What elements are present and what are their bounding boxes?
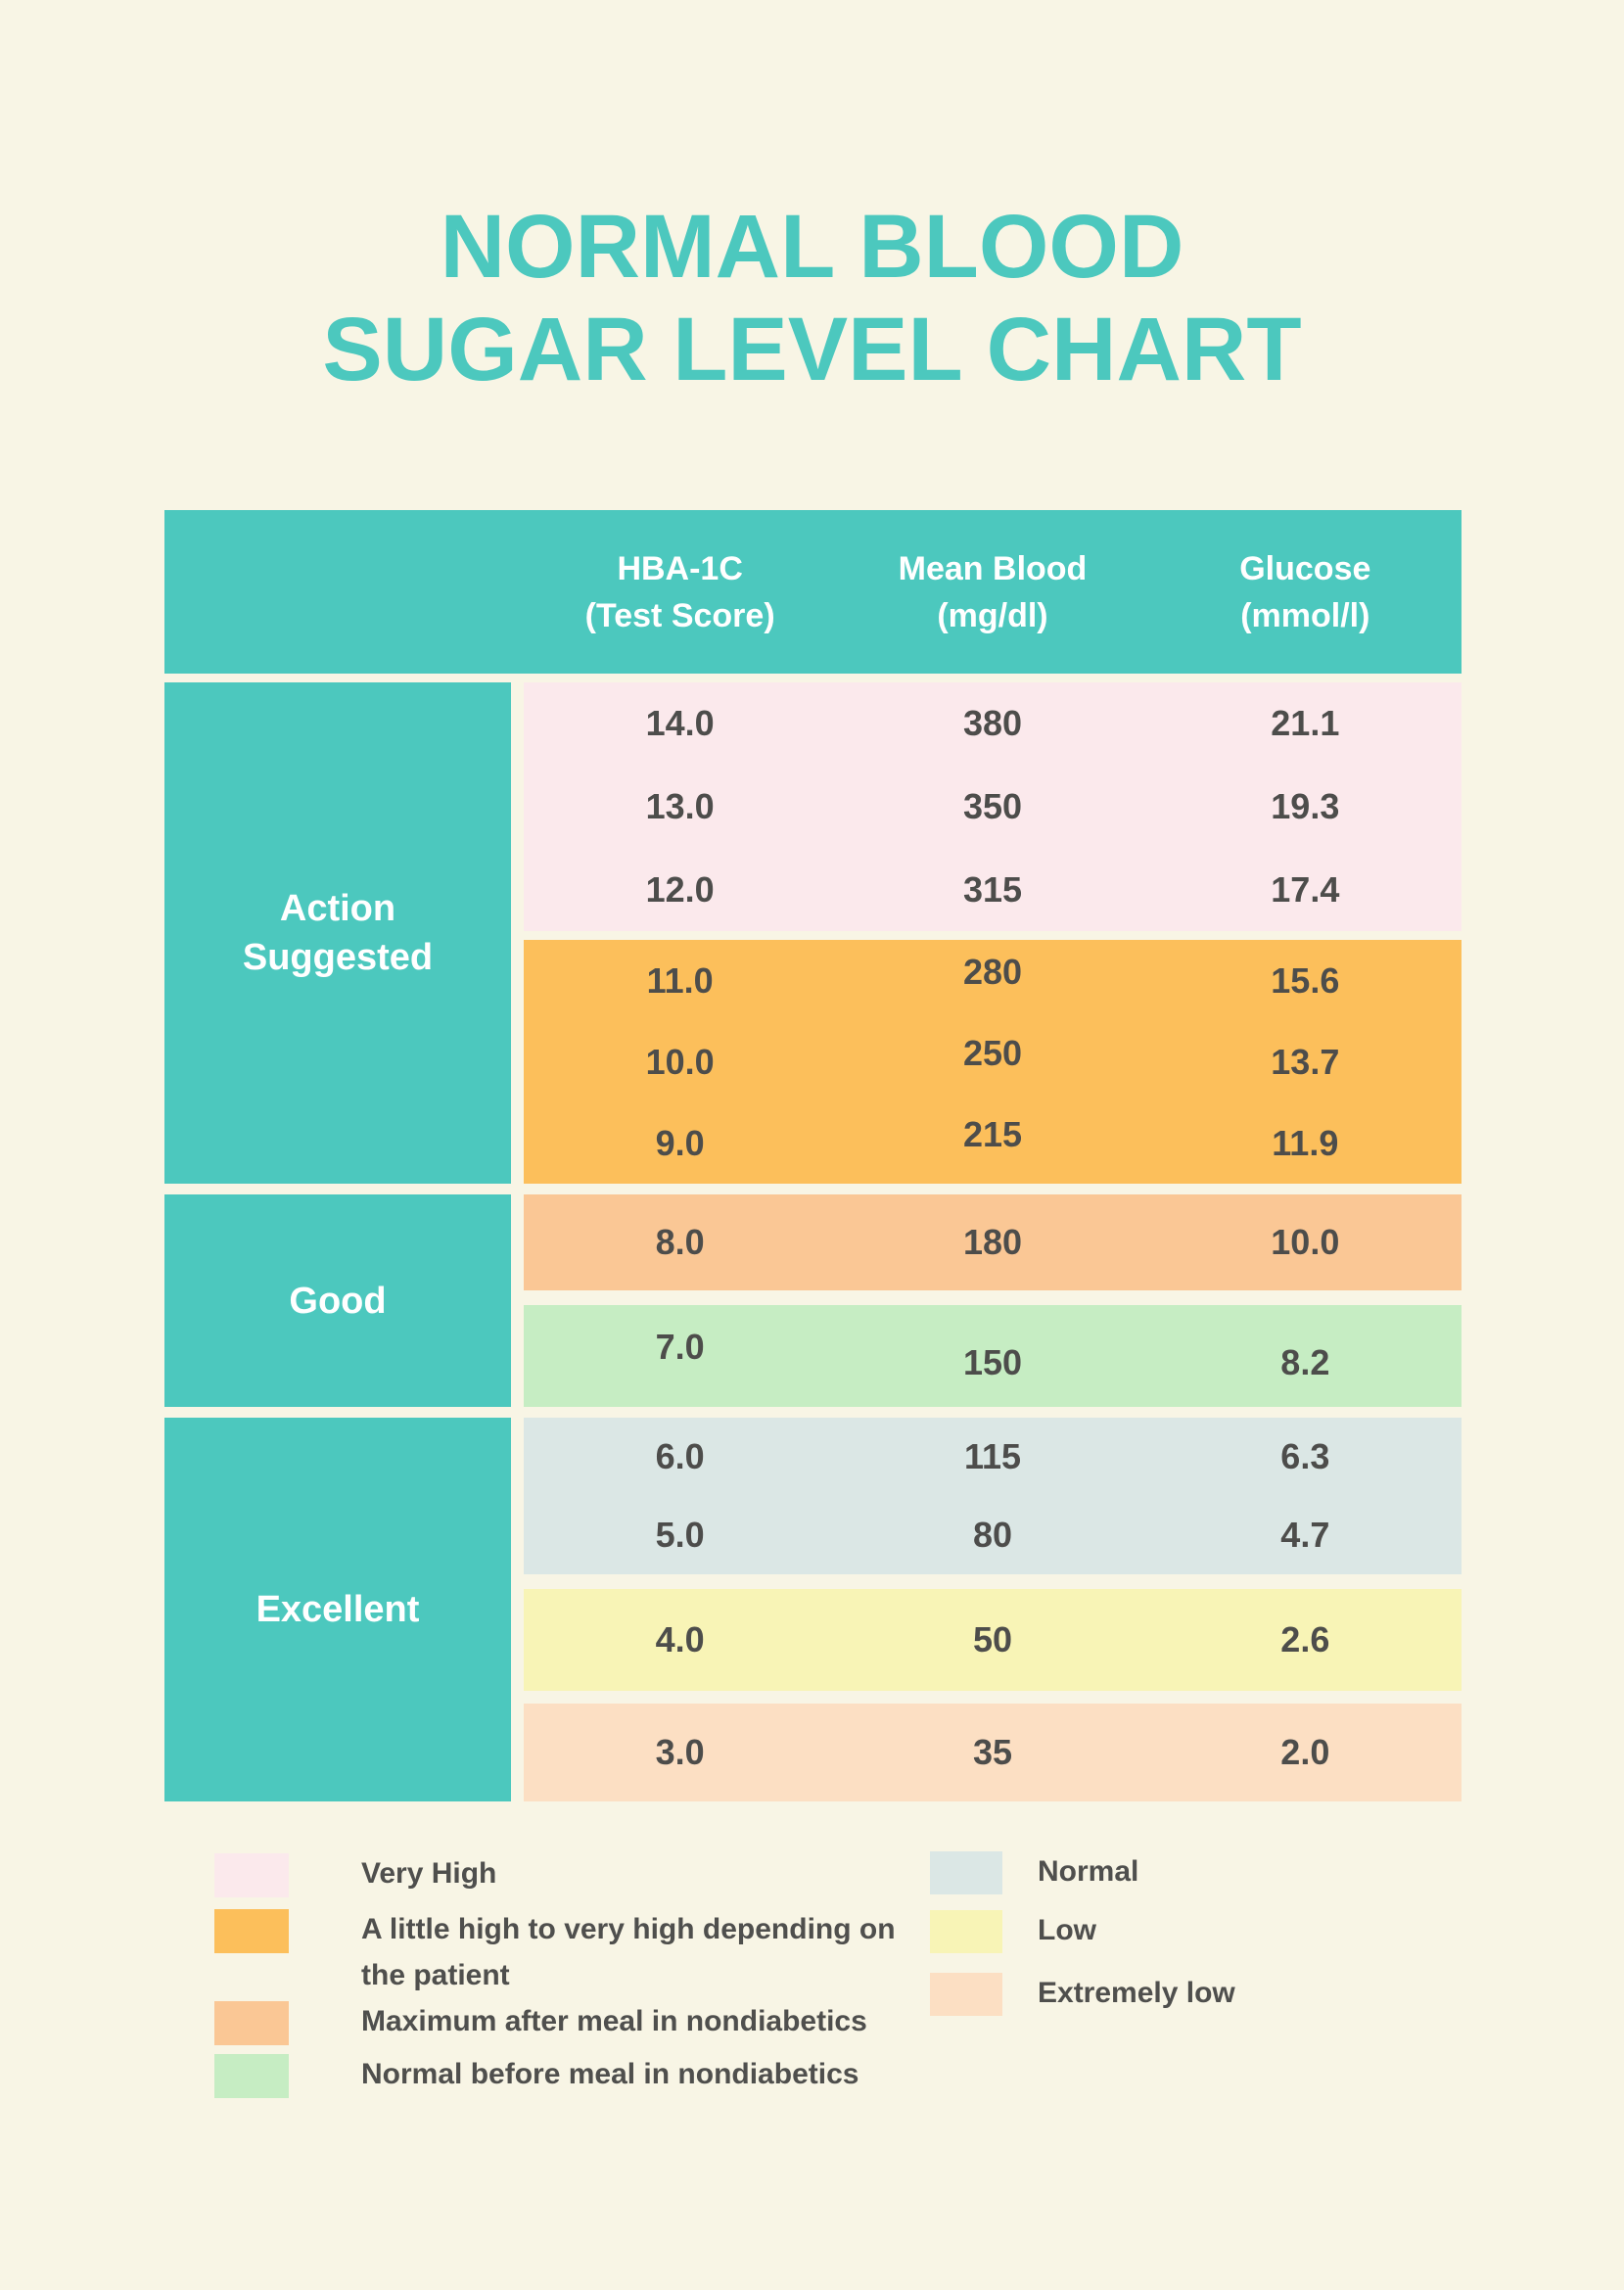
cell-hba1c: 4.0 <box>655 1619 705 1659</box>
legend-item-low: Low <box>930 1910 1096 1956</box>
cell-glucose: 4.7 <box>1280 1515 1330 1555</box>
cell-hba1c: 11.0 <box>646 959 714 1001</box>
group-label-action-suggested: Action Suggested <box>164 682 511 1184</box>
legend-label: Low <box>1038 1914 1096 1946</box>
table-row: 3.0 35 2.0 <box>524 1704 1462 1801</box>
band-normal-before-meal: 7.0 150 8.2 <box>524 1305 1462 1407</box>
cell-hba1c: 9.0 <box>655 1122 705 1163</box>
table-row: 8.0 180 10.0 <box>524 1194 1462 1290</box>
legend-item-very-high: Very High <box>214 1853 496 1899</box>
legend-item-extremely-low: Extremely low <box>930 1973 1235 2019</box>
legend-label: Normal before meal in nondiabetics <box>361 2058 859 2090</box>
cell-mean-blood: 35 <box>972 1732 1013 1772</box>
cell-hba1c: 8.0 <box>655 1222 705 1262</box>
cell-hba1c: 7.0 <box>655 1327 705 1367</box>
cell-glucose: 2.0 <box>1280 1732 1330 1772</box>
cell-glucose: 19.3 <box>1271 786 1340 826</box>
group-label-good: Good <box>164 1194 511 1407</box>
table-row: 12.0 315 17.4 <box>524 848 1462 931</box>
table-row: 10.0 250 13.7 <box>524 1021 1462 1102</box>
cell-glucose: 11.9 <box>1272 1122 1339 1163</box>
cell-mean-blood: 150 <box>962 1342 1023 1382</box>
legend-label: Normal <box>1038 1855 1139 1888</box>
page-title: NORMAL BLOOD SUGAR LEVEL CHART <box>0 196 1624 401</box>
cell-glucose: 13.7 <box>1271 1041 1340 1082</box>
cell-mean-blood: 80 <box>972 1515 1013 1555</box>
legend-swatch-very-high <box>214 1853 289 1897</box>
table-row: 5.0 80 4.7 <box>524 1496 1462 1574</box>
cell-hba1c: 12.0 <box>645 868 715 910</box>
band-little-high: 11.0 280 15.6 10.0 250 13.7 9.0 215 11.9 <box>524 940 1462 1184</box>
legend-item-little-high: A little high to very high depending on … <box>214 1909 909 2001</box>
cell-mean-blood: 350 <box>962 786 1023 826</box>
cell-hba1c: 6.0 <box>655 1436 705 1476</box>
cell-mean-blood: 115 <box>963 1436 1022 1476</box>
legend-label: Maximum after meal in nondiabetics <box>361 2005 867 2037</box>
legend-swatch-low <box>930 1910 1002 1953</box>
cell-glucose: 17.4 <box>1271 868 1340 910</box>
legend-label: Extremely low <box>1038 1977 1235 2009</box>
cell-glucose: 2.6 <box>1280 1619 1330 1659</box>
legend-item-normal: Normal <box>930 1851 1138 1897</box>
legend-label: A little high to very high depending on … <box>361 1913 896 1991</box>
legend-swatch-little-high <box>214 1909 289 1953</box>
cell-mean-blood: 280 <box>962 951 1023 992</box>
column-header-hba1c: HBA-1C (Test Score) <box>584 549 775 634</box>
cell-hba1c: 14.0 <box>645 703 715 744</box>
table-row: 9.0 215 11.9 <box>524 1102 1462 1184</box>
cell-mean-blood: 315 <box>962 868 1023 910</box>
cell-glucose: 6.3 <box>1280 1436 1330 1476</box>
cell-glucose: 21.1 <box>1271 703 1340 744</box>
cell-hba1c: 5.0 <box>655 1515 705 1555</box>
table-row: 7.0 150 8.2 <box>524 1305 1462 1407</box>
cell-mean-blood: 215 <box>962 1113 1023 1154</box>
legend-swatch-extremely-low <box>930 1973 1002 2016</box>
page-title-line1: NORMAL BLOOD <box>440 197 1184 297</box>
band-extremely-low: 3.0 35 2.0 <box>524 1704 1462 1801</box>
header-columns: HBA-1C (Test Score) Mean Blood (mg/dl) G… <box>524 545 1462 639</box>
legend-item-max-after-meal: Maximum after meal in nondiabetics <box>214 2001 867 2047</box>
band-normal: 6.0 115 6.3 5.0 80 4.7 <box>524 1418 1462 1574</box>
band-max-after-meal: 8.0 180 10.0 <box>524 1194 1462 1290</box>
table-row: 4.0 50 2.6 <box>524 1589 1462 1691</box>
table-row: 6.0 115 6.3 <box>524 1418 1462 1496</box>
table-row: 11.0 280 15.6 <box>524 940 1462 1021</box>
legend-swatch-max-after-meal <box>214 2001 289 2045</box>
cell-mean-blood: 180 <box>962 1222 1023 1262</box>
legend-swatch-normal <box>930 1851 1002 1894</box>
cell-glucose: 10.0 <box>1271 1222 1340 1262</box>
cell-hba1c: 3.0 <box>655 1732 705 1772</box>
legend-label: Very High <box>361 1857 497 1890</box>
band-very-high: 14.0 380 21.1 13.0 350 19.3 12.0 315 17.… <box>524 682 1462 931</box>
cell-glucose: 8.2 <box>1280 1342 1330 1382</box>
cell-mean-blood: 380 <box>962 703 1023 744</box>
cell-mean-blood: 50 <box>972 1619 1013 1659</box>
table-row: 13.0 350 19.3 <box>524 766 1462 849</box>
band-low: 4.0 50 2.6 <box>524 1589 1462 1691</box>
cell-mean-blood: 250 <box>962 1032 1023 1073</box>
group-label-excellent: Excellent <box>164 1418 511 1801</box>
page-title-line2: SUGAR LEVEL CHART <box>322 300 1302 399</box>
column-header-mean-blood: Mean Blood (mg/dl) <box>898 549 1088 634</box>
legend-swatch-normal-before-meal <box>214 2054 289 2098</box>
table-row: 14.0 380 21.1 <box>524 682 1462 766</box>
cell-glucose: 15.6 <box>1271 959 1340 1001</box>
table-header: HBA-1C (Test Score) Mean Blood (mg/dl) G… <box>164 510 1462 674</box>
cell-hba1c: 10.0 <box>645 1041 715 1082</box>
cell-hba1c: 13.0 <box>645 786 715 826</box>
legend-item-normal-before-meal: Normal before meal in nondiabetics <box>214 2054 858 2100</box>
column-header-glucose: Glucose (mmol/l) <box>1239 549 1371 634</box>
